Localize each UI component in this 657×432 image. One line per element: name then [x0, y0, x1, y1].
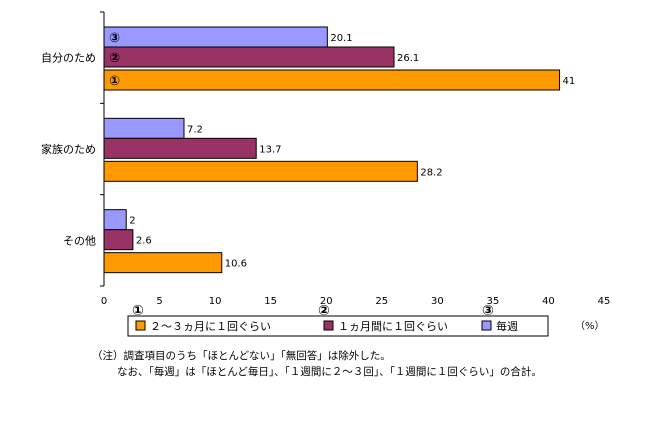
- unit-label: （%）: [575, 320, 605, 332]
- series-marker: ③: [109, 31, 120, 46]
- data-label: 7.2: [187, 124, 203, 135]
- chart-bars: [103, 26, 561, 274]
- x-tick-label: 15: [264, 296, 277, 307]
- bar: [103, 209, 127, 231]
- x-tick-label: 20: [320, 296, 333, 307]
- chart-axes: [100, 11, 105, 287]
- bar: [103, 252, 223, 274]
- data-label: 10.6: [225, 259, 247, 270]
- data-label: 41: [563, 76, 576, 87]
- legend-label: ２～３ヵ月に１回ぐらい: [150, 320, 271, 333]
- category-label: 家族のため: [41, 142, 96, 156]
- bar: [103, 137, 257, 159]
- legend-swatch: [323, 320, 334, 331]
- chart-legend: ２～３ヵ月に１回ぐらい ① １ヵ月間に１回ぐらい ② 毎週③: [127, 303, 549, 337]
- legend-marker: ②: [318, 303, 330, 319]
- data-label: 13.7: [259, 144, 281, 155]
- x-tick-label: 30: [431, 296, 444, 307]
- data-label: 28.2: [420, 167, 442, 178]
- x-tick-label: 25: [375, 296, 388, 307]
- x-tick-label: 45: [598, 296, 611, 307]
- series-marker: ①: [109, 74, 120, 89]
- x-tick-label: 0: [101, 296, 107, 307]
- legend-marker: ③: [482, 303, 494, 319]
- bar: [103, 117, 185, 139]
- legend-box: [127, 315, 549, 337]
- x-tick-label: 40: [542, 296, 555, 307]
- bar: [103, 69, 561, 91]
- data-label: 2: [129, 216, 135, 227]
- legend-label: 毎週: [496, 320, 518, 333]
- legend-marker: ①: [132, 303, 144, 319]
- footnote-line-1: （注）調査項目のうち「ほとんどない」「無回答」は除外した。: [92, 350, 391, 362]
- series-marker: ②: [109, 51, 120, 66]
- data-label: 20.1: [330, 33, 352, 44]
- x-tick-label: 10: [209, 296, 222, 307]
- legend-swatch: [135, 320, 146, 331]
- data-label: 26.1: [397, 53, 419, 64]
- category-label: その他: [63, 234, 96, 247]
- legend-swatch: [481, 320, 492, 331]
- bar: [103, 160, 418, 182]
- data-label: 2.6: [136, 236, 152, 247]
- bar: [103, 26, 328, 48]
- bar: [103, 229, 134, 251]
- bar: [103, 46, 395, 68]
- footnote-line-2: なお、「毎週」は「ほとんど毎日」、「１週間に２～３回」、「１週間に１回ぐらい」の…: [117, 366, 542, 378]
- chart-data-labels: 20.1 ③ 26.1 ② 41 ① 7.2 13.7 28.2 22.6 10.6: [109, 31, 575, 270]
- x-tick-label: 5: [156, 296, 162, 307]
- legend-label: １ヵ月間に１回ぐらい: [338, 320, 448, 333]
- x-tick-label: 35: [487, 296, 500, 307]
- category-label: 自分のため: [41, 52, 96, 65]
